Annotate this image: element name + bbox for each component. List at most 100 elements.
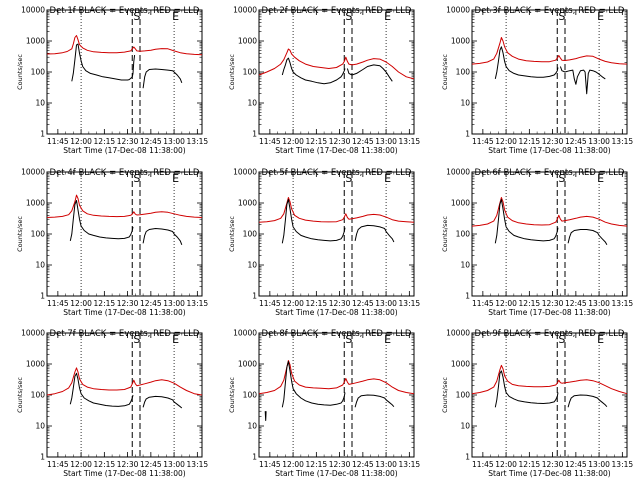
y-tick-label: 10000 [446, 168, 470, 177]
x-tick-label: 13:15 [187, 299, 209, 308]
y-tick-label: 10000 [21, 168, 45, 177]
y-axis-label: Counts/sec [441, 377, 449, 413]
series-events-line [281, 361, 346, 408]
x-axis-label: Start Time (17-Dec-08 11:38:00) [275, 469, 397, 478]
y-tick-label: 1000 [238, 360, 257, 369]
x-tick-label: 12:45 [352, 460, 374, 469]
chart-title: Det 3f BLACK = Events, RED = LLD [475, 6, 625, 16]
y-tick-label: 10000 [233, 6, 257, 15]
x-axis-label: Start Time (17-Dec-08 11:38:00) [63, 308, 185, 317]
y-axis-label: Counts/sec [228, 216, 236, 252]
x-tick-label: 13:15 [612, 299, 634, 308]
chart-title: Det 8f BLACK = Events, RED = LLD [262, 329, 412, 339]
plot-frame [46, 171, 203, 297]
y-tick-label: 10000 [21, 329, 45, 338]
series-events-line [142, 228, 183, 245]
x-tick-label: 12:30 [117, 137, 139, 146]
series-lld-line [471, 197, 628, 227]
x-axis-label: Start Time (17-Dec-08 11:38:00) [488, 469, 610, 478]
x-tick-label: 13:15 [399, 137, 421, 146]
y-tick-label: 10000 [446, 6, 470, 15]
y-tick-label: 1000 [451, 37, 470, 46]
x-tick-label: 13:00 [588, 137, 610, 146]
x-tick-label: 12:15 [519, 460, 541, 469]
y-tick-label: 10 [247, 99, 257, 108]
series-events-line [71, 43, 136, 82]
x-tick-label: 12:45 [140, 137, 162, 146]
y-tick-label: 1000 [26, 199, 45, 208]
x-tick-label: 12:00 [282, 299, 304, 308]
x-tick-label: 12:00 [70, 299, 92, 308]
series-lld-line [471, 37, 628, 65]
chart-panel-2: 1 10 100 1000 10000 11:45 12:00 12:15 12:30 12:45… [228, 6, 420, 156]
marker-label: S [345, 333, 352, 346]
x-axis-label: Start Time (17-Dec-08 11:38:00) [63, 146, 185, 155]
y-tick-label: 1000 [238, 199, 257, 208]
series-lld-line [46, 367, 203, 396]
y-tick-label: 100 [456, 230, 471, 239]
x-tick-label: 13:00 [375, 460, 397, 469]
x-tick-label: 12:45 [352, 137, 374, 146]
series-events-line [142, 395, 183, 409]
series-lld-line [46, 194, 203, 218]
x-tick-label: 12:15 [306, 299, 328, 308]
y-tick-label: 1000 [451, 360, 470, 369]
x-tick-label: 12:00 [282, 137, 304, 146]
y-axis-label: Counts/sec [16, 54, 24, 90]
marker-label: S [133, 172, 140, 185]
x-tick-label: 13:15 [187, 137, 209, 146]
x-tick-label: 13:00 [588, 299, 610, 308]
x-tick-label: 13:15 [612, 460, 634, 469]
x-tick-label: 12:15 [519, 299, 541, 308]
series-events-line [281, 57, 346, 85]
x-tick-label: 12:30 [117, 299, 139, 308]
chart-panel-6: 1 10 100 1000 10000 11:45 12:00 12:15 12:30 12:45… [441, 168, 633, 318]
y-axis-label: Counts/sec [441, 54, 449, 90]
plot-frame [471, 9, 628, 135]
y-tick-label: 100 [31, 391, 46, 400]
plot-frame [258, 9, 415, 135]
y-tick-label: 1 [252, 453, 257, 462]
x-tick-label: 12:15 [306, 460, 328, 469]
x-tick-label: 12:45 [140, 460, 162, 469]
y-tick-label: 10000 [21, 6, 45, 15]
marker-label: E [172, 10, 179, 23]
marker-label: E [384, 10, 391, 23]
y-tick-label: 1000 [238, 37, 257, 46]
series-lld-line [471, 364, 628, 395]
x-tick-label: 11:45 [47, 460, 69, 469]
y-tick-label: 10 [460, 99, 470, 108]
y-tick-label: 1 [252, 130, 257, 139]
y-tick-label: 10 [247, 261, 257, 270]
y-tick-label: 10 [35, 261, 45, 270]
series-events-line [69, 200, 134, 242]
y-tick-label: 100 [31, 230, 46, 239]
y-axis-label: Counts/sec [16, 216, 24, 252]
marker-label: S [345, 10, 352, 23]
series-events-line [567, 229, 608, 246]
y-tick-label: 100 [456, 391, 471, 400]
x-tick-label: 13:15 [612, 137, 634, 146]
y-tick-label: 10 [460, 261, 470, 270]
series-events-line [494, 46, 559, 80]
series-events-line [567, 394, 608, 408]
x-tick-label: 11:45 [47, 299, 69, 308]
y-tick-label: 100 [243, 391, 258, 400]
x-tick-label: 13:00 [375, 299, 397, 308]
x-tick-label: 12:45 [565, 299, 587, 308]
x-tick-label: 13:15 [187, 460, 209, 469]
chart-panel-7: 1 10 100 1000 10000 11:45 12:00 12:15 12:30 12:45… [16, 329, 208, 479]
series-events-line [354, 224, 395, 243]
x-tick-label: 12:15 [306, 137, 328, 146]
x-tick-label: 13:15 [399, 299, 421, 308]
x-tick-label: 12:00 [495, 299, 517, 308]
y-tick-label: 10000 [233, 329, 257, 338]
y-tick-label: 1 [465, 292, 470, 301]
x-tick-label: 12:30 [117, 460, 139, 469]
chart-panel-8: 1 10 100 1000 10000 11:45 12:00 12:15 12:30 12:45… [228, 329, 420, 479]
x-tick-label: 13:15 [399, 460, 421, 469]
chart-panel-1: 1 10 100 1000 10000 11:45 12:00 12:15 12:30 12:45… [16, 6, 208, 156]
chart-title: Det 1f BLACK = Events, RED = LLD [50, 6, 200, 16]
chart-title: Det 5f BLACK = Events, RED = LLD [262, 168, 412, 178]
x-tick-label: 12:45 [352, 299, 374, 308]
